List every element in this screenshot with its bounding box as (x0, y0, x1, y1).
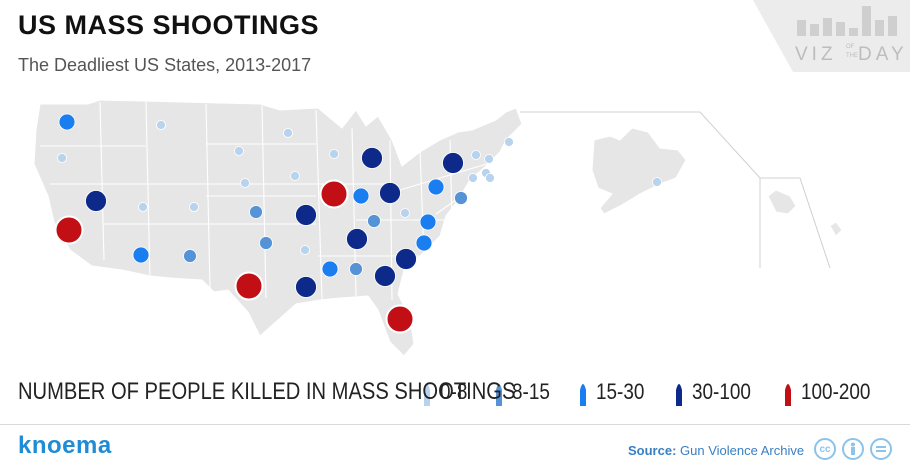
inset-frames (520, 111, 831, 269)
state-marker-illinois[interactable] (319, 179, 349, 209)
viz-of-the-day-badge: VIZ OF THE DAY (753, 0, 910, 72)
state-marker-oklahoma[interactable] (259, 236, 273, 250)
attribution-icon[interactable] (842, 438, 864, 460)
bullet-icon (424, 384, 430, 406)
bullet-icon (784, 384, 791, 406)
state-marker-kansas[interactable] (249, 205, 263, 219)
badge-viz: VIZ (795, 44, 837, 65)
state-marker-maryland[interactable] (454, 191, 468, 205)
state-marker-arizona[interactable] (132, 246, 150, 264)
state-marker-nebraska[interactable] (240, 178, 250, 188)
legend-label: 0-8 (440, 379, 468, 404)
state-marker-tennessee[interactable] (346, 228, 368, 250)
state-marker-california[interactable] (54, 215, 84, 245)
cc-icon[interactable]: cc (814, 438, 836, 460)
knoema-logo[interactable]: knoema (18, 432, 112, 459)
state-marker-washington[interactable] (58, 113, 76, 131)
hawaii-island-shape (829, 221, 843, 237)
legend-item-8-15: 8-15 (494, 378, 556, 406)
legend: NUMBER OF PEOPLE KILLED IN MASS SHOOTING… (18, 372, 903, 412)
legend-label: 30-100 (692, 379, 752, 404)
state-marker-texas[interactable] (234, 271, 264, 301)
state-marker-missouri[interactable] (295, 204, 317, 226)
contiguous-us-shape (33, 99, 523, 357)
state-marker-louisiana[interactable] (295, 276, 317, 298)
legend-item-100-200: 100-200 (783, 378, 882, 406)
state-marker-mississippi[interactable] (321, 260, 339, 278)
legend-item-15-30: 15-30 (578, 378, 652, 406)
legend-title: NUMBER OF PEOPLE KILLED IN MASS SHOOTING… (18, 378, 516, 405)
state-marker-colorado[interactable] (189, 202, 199, 212)
state-marker-new-mexico[interactable] (183, 249, 197, 263)
state-marker-massachusetts[interactable] (484, 154, 494, 164)
source-label: Source: (628, 443, 677, 458)
state-marker-kentucky[interactable] (367, 214, 381, 228)
bullet-icon (676, 384, 683, 406)
state-marker-new-hampshire[interactable] (485, 173, 495, 183)
state-marker-new-jersey[interactable] (468, 173, 478, 183)
state-marker-arkansas[interactable] (300, 245, 310, 255)
no-derivatives-icon[interactable] (870, 438, 892, 460)
legend-item-30-100: 30-100 (674, 378, 761, 406)
state-marker-south-carolina[interactable] (395, 248, 417, 270)
bullet-icon (579, 384, 586, 406)
badge-the: THE (846, 53, 858, 59)
legend-label: 15-30 (595, 379, 645, 404)
state-marker-north-carolina[interactable] (415, 234, 433, 252)
state-marker-pennsylvania[interactable] (427, 178, 445, 196)
legend-item-0-8: 0-8 (422, 378, 472, 406)
source-value: Gun Violence Archive (680, 443, 805, 458)
state-marker-oregon[interactable] (57, 153, 67, 163)
state-marker-west-virginia[interactable] (400, 208, 410, 218)
state-marker-iowa[interactable] (290, 171, 300, 181)
state-marker-georgia[interactable] (374, 265, 396, 287)
source-credit: Source: Gun Violence Archive (628, 443, 804, 458)
page-title: US MASS SHOOTINGS (18, 10, 320, 40)
legend-label: 8-15 (511, 379, 550, 404)
state-marker-south-dakota[interactable] (234, 146, 244, 156)
state-marker-minnesota[interactable] (283, 128, 293, 138)
footer-divider (0, 424, 910, 425)
state-marker-virginia[interactable] (419, 213, 437, 231)
badge-of: OF (846, 44, 855, 50)
state-marker-alabama[interactable] (349, 262, 363, 276)
legend-label: 100-200 (800, 379, 871, 404)
state-marker-nevada[interactable] (85, 190, 107, 212)
state-marker-indiana[interactable] (352, 187, 370, 205)
state-marker-vermont[interactable] (471, 150, 481, 160)
page-subtitle: The Deadliest US States, 2013-2017 (18, 55, 312, 75)
bullet-icon (495, 384, 502, 406)
badge-day: DAY (858, 44, 908, 65)
state-marker-wisconsin[interactable] (329, 149, 339, 159)
land (33, 99, 843, 357)
state-marker-maine[interactable] (504, 137, 514, 147)
state-marker-alaska[interactable] (652, 177, 662, 187)
hawaii-shape (767, 189, 797, 215)
state-marker-ohio[interactable] (379, 182, 401, 204)
state-marker-michigan[interactable] (361, 147, 383, 169)
state-marker-montana[interactable] (156, 120, 166, 130)
us-map (33, 99, 843, 357)
alaska-shape (591, 127, 687, 215)
state-marker-utah[interactable] (138, 202, 148, 212)
state-marker-florida[interactable] (385, 304, 415, 334)
state-marker-new-york[interactable] (442, 152, 464, 174)
state-borders (40, 101, 501, 301)
